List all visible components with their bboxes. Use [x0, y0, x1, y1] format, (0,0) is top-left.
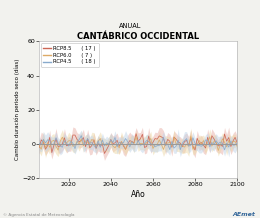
- Legend: RCP8.5      ( 17 ), RCP6.0      ( 7 ), RCP4.5      ( 18 ): RCP8.5 ( 17 ), RCP6.0 ( 7 ), RCP4.5 ( 18…: [41, 43, 99, 67]
- Text: ANUAL: ANUAL: [119, 23, 141, 29]
- Title: CANTÁBRICO OCCIDENTAL: CANTÁBRICO OCCIDENTAL: [77, 32, 199, 41]
- X-axis label: Año: Año: [131, 190, 146, 199]
- Y-axis label: Cambio duración periodo seco (días): Cambio duración periodo seco (días): [15, 59, 21, 160]
- Text: © Agencia Estatal de Meteorología: © Agencia Estatal de Meteorología: [3, 213, 74, 217]
- Text: AEmet: AEmet: [232, 212, 255, 217]
